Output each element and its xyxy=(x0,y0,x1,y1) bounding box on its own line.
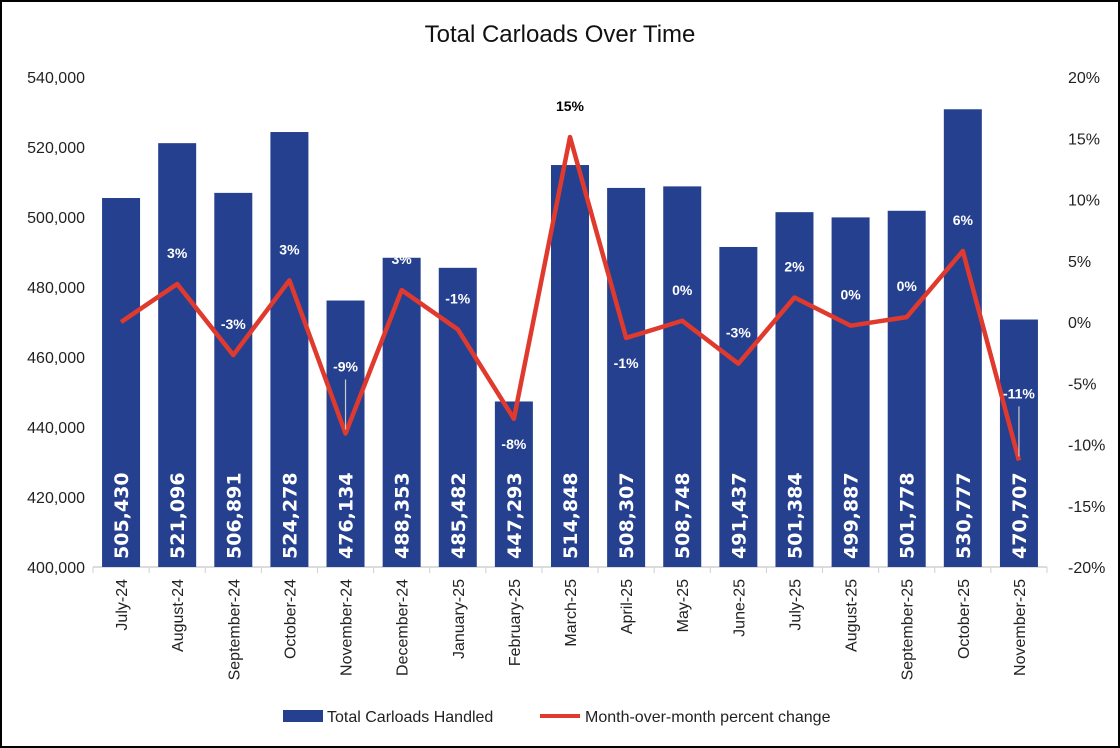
bar xyxy=(270,132,309,568)
bar xyxy=(158,143,197,567)
left-axis-tick-label: 420,000 xyxy=(27,490,85,507)
bar-data-label: 491,437 xyxy=(728,472,750,559)
x-axis-tick-label: September-24 xyxy=(226,579,243,680)
right-axis-tick-label: -15% xyxy=(1068,499,1105,516)
right-axis-tick-label: 0% xyxy=(1068,315,1091,332)
line-data-label: 0% xyxy=(897,278,918,294)
right-axis-tick-label: -10% xyxy=(1068,438,1105,455)
bar-data-label: 524,278 xyxy=(279,472,301,559)
line-data-label: -11% xyxy=(1003,385,1035,401)
bar-data-label: 488,353 xyxy=(392,472,414,559)
bar xyxy=(438,267,477,567)
x-axis-tick-label: May-25 xyxy=(675,579,692,632)
x-axis-tick-label: November-25 xyxy=(1012,579,1029,676)
legend-label-bars: Total Carloads Handled xyxy=(327,709,493,726)
bar-data-label: 521,096 xyxy=(167,472,189,559)
line-data-label: 3% xyxy=(167,245,188,261)
x-axis-tick-label: April-25 xyxy=(619,579,636,634)
bar xyxy=(607,187,646,567)
bar-data-label: 514,848 xyxy=(560,472,582,559)
line-data-label: 15% xyxy=(556,98,585,114)
legend-label-line: Month-over-month percent change xyxy=(585,709,831,726)
bar-data-label: 506,891 xyxy=(223,472,245,559)
x-axis-tick-label: January-25 xyxy=(451,579,468,659)
bar xyxy=(719,246,758,567)
legend: Total Carloads Handled Month-over-month … xyxy=(283,709,831,726)
left-axis-tick-label: 400,000 xyxy=(27,560,85,577)
bar xyxy=(551,165,589,568)
bar xyxy=(102,197,141,567)
line-data-label: 6% xyxy=(953,212,974,228)
line-data-label: -3% xyxy=(726,325,751,341)
bar xyxy=(663,186,702,567)
bar xyxy=(382,257,421,567)
x-axis-tick-label: November-24 xyxy=(339,579,356,676)
chart-title: Total Carloads Over Time xyxy=(425,21,696,48)
line-data-label: -9% xyxy=(333,358,358,374)
bar-data-label: 470,707 xyxy=(1009,472,1031,559)
left-axis-tick-label: 460,000 xyxy=(27,350,85,367)
line-data-label: 0% xyxy=(840,287,861,303)
bar-data-label: 485,482 xyxy=(448,472,470,559)
line-data-label: 3% xyxy=(279,241,300,257)
right-axis-tick-label: 20% xyxy=(1068,70,1100,87)
bar-data-label: 501,778 xyxy=(897,472,919,559)
x-axis-tick-label: February-25 xyxy=(507,579,524,666)
percent-change-line xyxy=(119,134,1022,462)
right-axis-tick-label: 15% xyxy=(1068,131,1100,148)
right-axis-tick-label: -20% xyxy=(1068,560,1105,577)
bar-data-label: 447,293 xyxy=(504,472,526,559)
line-data-label: -1% xyxy=(445,290,470,306)
bar xyxy=(775,212,814,567)
left-axis-tick-label: 500,000 xyxy=(27,210,85,227)
left-axis-tick-label: 440,000 xyxy=(27,420,85,437)
line-data-label: -1% xyxy=(614,355,639,371)
bar-data-label: 508,748 xyxy=(672,472,694,559)
legend-swatch-bars xyxy=(283,710,323,722)
bar xyxy=(887,210,926,568)
bar xyxy=(494,401,533,567)
x-axis-tick-label: December-24 xyxy=(395,579,412,676)
left-axis-tick-label: 520,000 xyxy=(27,140,85,157)
line-data-label: -8% xyxy=(501,436,526,452)
line-data-label: 0% xyxy=(672,282,693,298)
x-axis-tick-label: October-25 xyxy=(956,579,973,659)
x-axis-tick-label: September-25 xyxy=(900,579,917,680)
bar xyxy=(214,192,253,567)
left-axis-tick-label: 480,000 xyxy=(27,280,85,297)
x-axis-tick-label: July-25 xyxy=(787,579,804,631)
x-axis-tick-label: March-25 xyxy=(563,579,580,647)
line-data-label: 2% xyxy=(784,259,805,275)
x-axis-tick-label: August-25 xyxy=(844,579,861,652)
bar-data-label: 499,887 xyxy=(841,472,863,559)
bar-data-label: 476,134 xyxy=(336,472,358,559)
bar-data-label: 530,777 xyxy=(953,472,975,559)
x-axis-tick-label: October-24 xyxy=(282,579,299,659)
line-data-label: 3% xyxy=(392,251,413,267)
x-axis-tick-label: July-24 xyxy=(114,579,131,631)
bar xyxy=(831,217,870,567)
right-axis-tick-label: 10% xyxy=(1068,193,1100,210)
right-axis-tick-label: -5% xyxy=(1068,376,1096,393)
bar-data-label: 501,384 xyxy=(784,472,806,559)
line-data-label: -3% xyxy=(221,316,246,332)
x-axis-tick-label: August-24 xyxy=(170,579,187,652)
bar-data-label: 505,430 xyxy=(111,472,133,559)
left-axis-tick-label: 540,000 xyxy=(27,70,85,87)
bar xyxy=(943,109,982,567)
bar-data-label: 508,307 xyxy=(616,472,638,559)
x-axis-tick-label: June-25 xyxy=(731,579,748,637)
right-axis-tick-label: 5% xyxy=(1068,254,1091,271)
